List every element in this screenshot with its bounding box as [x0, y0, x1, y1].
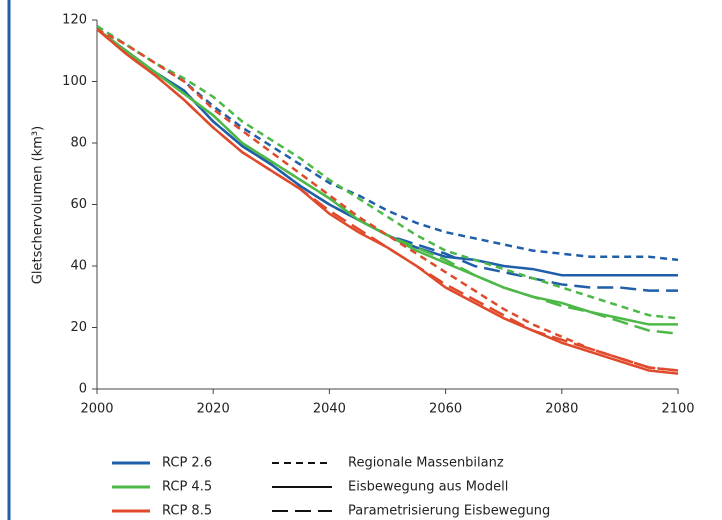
- y-axis-label: Gletschervolumen (km³): [31, 126, 46, 284]
- data-line: [96, 28, 679, 372]
- y-tick-label: 0: [79, 382, 87, 397]
- y-tick-label: 80: [70, 136, 87, 151]
- data-line: [96, 28, 679, 335]
- x-tick-label: 2100: [661, 402, 694, 417]
- legend-label: RCP 8.5: [162, 504, 212, 519]
- y-tick-label: 20: [70, 320, 87, 335]
- legend-label: RCP 4.5: [162, 480, 212, 495]
- y-tick-label: 100: [62, 74, 87, 89]
- legend-label: RCP 2.6: [162, 456, 212, 471]
- legend-label: Eisbewegung aus Modell: [348, 480, 508, 495]
- x-tick-label: 2060: [429, 402, 462, 417]
- data-line: [96, 28, 678, 326]
- data-line: [96, 28, 679, 372]
- y-tick-label: 60: [70, 197, 87, 212]
- legend-label: Parametrisierung Eisbewegung: [348, 504, 550, 519]
- x-tick-label: 2080: [545, 402, 578, 417]
- x-tick-label: 2000: [80, 402, 113, 417]
- data-line: [96, 25, 679, 262]
- data-line: [96, 28, 678, 292]
- data-line: [96, 25, 679, 320]
- y-tick-label: 40: [70, 259, 87, 274]
- x-tick-label: 2040: [313, 402, 346, 417]
- y-tick-label: 120: [62, 13, 87, 28]
- data-line: [96, 28, 678, 277]
- legend-label: Regionale Massenbilanz: [348, 456, 504, 471]
- x-tick-label: 2020: [197, 402, 230, 417]
